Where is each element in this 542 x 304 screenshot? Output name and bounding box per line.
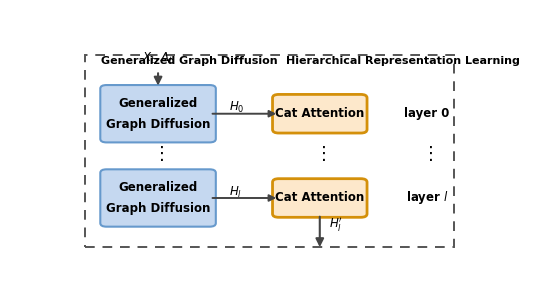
FancyBboxPatch shape (100, 169, 216, 227)
FancyBboxPatch shape (273, 179, 367, 217)
Text: Cat Attention: Cat Attention (275, 107, 364, 120)
Text: $\vdots$: $\vdots$ (314, 144, 326, 163)
Text: $X_t, A_t$: $X_t, A_t$ (142, 51, 174, 66)
Text: $H_l$: $H_l$ (229, 185, 243, 200)
Text: Generalized
Graph Diffusion: Generalized Graph Diffusion (106, 181, 210, 215)
Text: Cat Attention: Cat Attention (275, 192, 364, 205)
Text: $H_0$: $H_0$ (229, 100, 245, 116)
Text: Generalized
Graph Diffusion: Generalized Graph Diffusion (106, 97, 210, 131)
Text: $\vdots$: $\vdots$ (152, 144, 164, 163)
Text: layer 0: layer 0 (404, 107, 449, 120)
Text: $\vdots$: $\vdots$ (421, 144, 433, 163)
FancyBboxPatch shape (100, 85, 216, 142)
FancyBboxPatch shape (273, 95, 367, 133)
Text: $H^{\prime}_l$: $H^{\prime}_l$ (329, 216, 343, 234)
FancyBboxPatch shape (85, 55, 454, 247)
Text: Hierarchical Representation Learning: Hierarchical Representation Learning (286, 56, 520, 66)
Text: layer $l$: layer $l$ (405, 189, 448, 206)
Text: Generalized Graph Diffusion: Generalized Graph Diffusion (101, 56, 278, 66)
